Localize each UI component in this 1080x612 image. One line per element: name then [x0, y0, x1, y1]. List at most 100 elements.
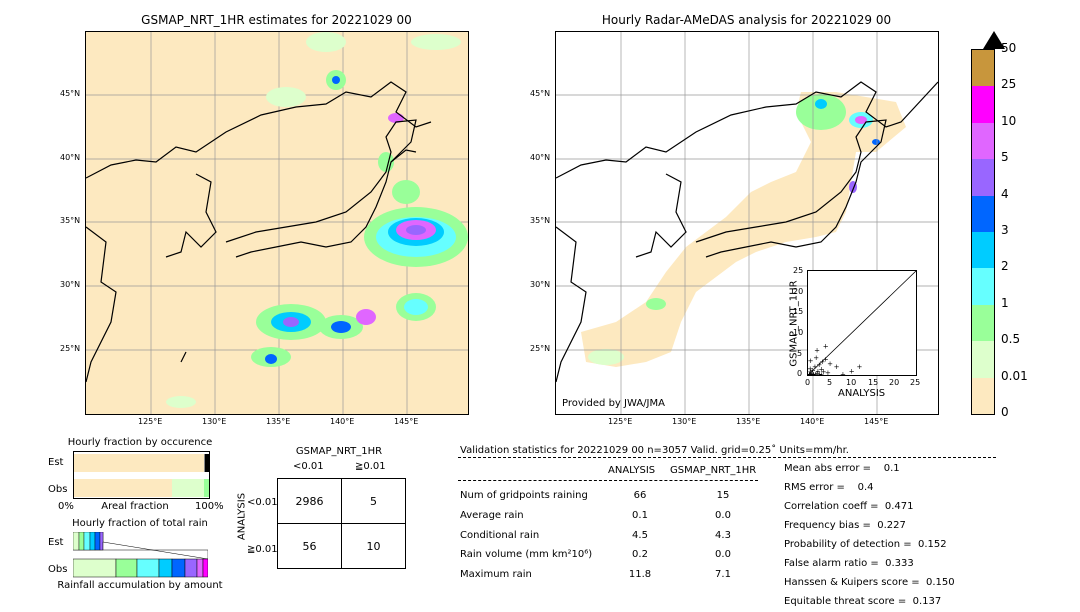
occurrence-xtick-right: 100%: [195, 501, 224, 512]
validation-row-analysis: 11.8: [628, 569, 652, 580]
validation-divider: [458, 457, 996, 458]
right-lon-label: 140°E: [800, 417, 825, 426]
scatter-xtick: 5: [827, 378, 833, 387]
occurrence-obs-bar: [74, 479, 172, 497]
validation-header: Validation statistics for 20221029 00 n=…: [460, 445, 849, 456]
right-lon-label: 130°E: [672, 417, 697, 426]
occurrence-xlabel: Areal fraction: [101, 501, 169, 512]
right-lat-label: 40°N: [530, 153, 551, 162]
contingency-table: 2986 5 56 10: [277, 478, 406, 569]
scatter-point: +: [808, 357, 814, 365]
validation-row-gsmap: 0.0: [715, 549, 731, 560]
left-map: [85, 31, 469, 415]
rainfrac-est-label: Est: [48, 537, 64, 548]
contingency-cell: 2986: [277, 478, 342, 524]
scatter-xtick: 25: [910, 378, 921, 387]
left-lon-label: 130°E: [202, 417, 227, 426]
left-rain-field: [166, 32, 468, 408]
validation-score: RMS error = 0.4: [784, 482, 874, 493]
scatter-ytick: 0: [797, 369, 803, 378]
occurrence-obs-label: Obs: [48, 484, 68, 495]
validation-row-analysis: 0.2: [632, 549, 648, 560]
right-lat-label: 30°N: [530, 280, 551, 289]
validation-subdivider: [458, 480, 758, 481]
validation-row-label: Num of gridpoints raining: [460, 490, 588, 501]
occurrence-obs-rain: [204, 479, 209, 497]
occurrence-est-rain: [205, 454, 209, 472]
colorbar-segment: [972, 268, 994, 305]
right-lat-label: 25°N: [530, 344, 551, 353]
scatter-point: +: [823, 356, 829, 364]
right-lat-label: 35°N: [530, 216, 551, 225]
scatter-point: +: [819, 358, 825, 366]
left-lat-label: 30°N: [60, 280, 81, 289]
right-lat-label: 45°N: [530, 89, 551, 98]
scatter-point: +: [809, 370, 815, 375]
colorbar-segment: [972, 304, 994, 342]
colorbar-label: 0: [1001, 405, 1009, 419]
colorbar-label: 2: [1001, 259, 1009, 274]
scatter-point: +: [817, 371, 823, 375]
colorbar-segment: [972, 195, 994, 232]
right-lon-label: 125°E: [608, 417, 633, 426]
validation-score: Probability of detection = 0.152: [784, 539, 947, 550]
colorbar-extend-arrow: [983, 31, 1005, 49]
validation-row-analysis: 4.5: [632, 530, 648, 541]
scatter-point: +: [816, 361, 822, 369]
right-lon-label: 135°E: [736, 417, 761, 426]
contingency-title: GSMAP_NRT_1HR: [295, 446, 383, 457]
scatter-point: +: [818, 365, 824, 373]
left-lat-label: 45°N: [60, 89, 81, 98]
scatter-canvas: ++++++++++++++++++++++++++++++: [806, 270, 917, 379]
scatter-ylabel: GSMAP_NRT_1HR: [788, 280, 800, 367]
contingency-row-label: <0.01: [247, 497, 278, 508]
scatter-xtick: 0: [805, 378, 811, 387]
scatter-point: +: [812, 363, 818, 371]
scatter-point: +: [840, 371, 846, 375]
validation-col-analysis: ANALYSIS: [608, 465, 656, 476]
colorbar-label: 50: [1001, 41, 1017, 55]
scatter-point: +: [815, 367, 821, 375]
validation-row-gsmap: 7.1: [715, 569, 731, 580]
rainfrac-title: Hourly fraction of total rain: [72, 518, 208, 529]
validation-row-label: Rain volume (mm km²10⁶): [460, 549, 593, 560]
colorbar-label: 4: [1001, 186, 1009, 201]
scatter-point: +: [808, 365, 813, 373]
colorbar-label: 25: [1001, 77, 1017, 92]
left-map-title: GSMAP_NRT_1HR estimates for 20221029 00: [141, 13, 412, 27]
validation-score: Correlation coeff = 0.471: [784, 501, 914, 512]
rainfrac-obs-label: Obs: [48, 564, 68, 575]
contingency-col-label: <0.01: [293, 461, 324, 472]
scatter-xtick: 15: [868, 378, 879, 387]
colorbar-label: 10: [1001, 113, 1017, 128]
contingency-col-label: ≧0.01: [355, 461, 386, 472]
validation-row-gsmap: 4.3: [715, 530, 731, 541]
rainfrac-canvas: [72, 531, 209, 578]
right-map-title: Hourly Radar-AMeDAS analysis for 2022102…: [601, 13, 892, 27]
scatter-point: +: [812, 371, 818, 375]
contingency-row-axis: ANALYSIS: [236, 492, 248, 541]
scatter-xtick: 10: [846, 378, 857, 387]
scatter-point: +: [834, 363, 840, 371]
colorbar-segment: [972, 232, 994, 269]
colorbar-segment: [972, 122, 994, 160]
scatter-ytick: 25: [793, 266, 804, 275]
scatter-point: +: [825, 369, 831, 375]
scatter-point: +: [814, 347, 820, 355]
colorbar-segment: [972, 50, 994, 87]
left-lon-label: 145°E: [394, 417, 419, 426]
colorbar-label: 0.01: [1001, 368, 1028, 383]
occurrence-title: Hourly fraction by occurence: [67, 437, 213, 448]
validation-row-analysis: 66: [633, 490, 647, 501]
contingency-cell: 10: [341, 523, 406, 569]
left-coastlines: [86, 81, 432, 383]
colorbar-label: 1: [1001, 295, 1009, 310]
scatter-point: +: [813, 354, 819, 362]
scatter-plot: ++++++++++++++++++++++++++++++: [806, 270, 917, 379]
left-lat-label: 40°N: [60, 153, 81, 162]
validation-score: False alarm ratio = 0.333: [784, 558, 914, 569]
scatter-point: +: [808, 371, 813, 375]
rainfrac-xlabel: Rainfall accumulation by amount: [57, 580, 223, 591]
contingency-row-label: ≧0.01: [247, 544, 278, 555]
scatter-ytick: 15: [793, 307, 804, 316]
